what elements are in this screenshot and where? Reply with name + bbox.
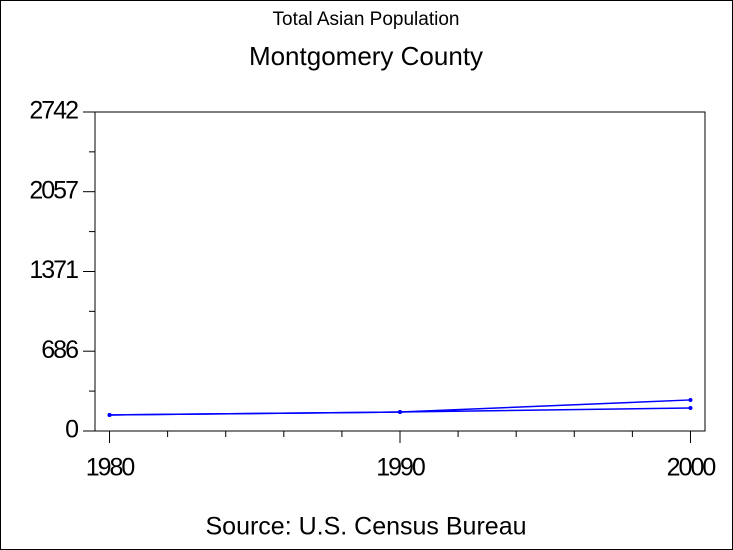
y-tick-label: 686 — [41, 336, 78, 364]
x-tick-label: 1980 — [86, 454, 135, 482]
point — [107, 412, 112, 417]
x-tick-label: 1990 — [376, 454, 425, 482]
point — [688, 405, 693, 410]
point — [688, 397, 693, 402]
y-tick-label: 1371 — [29, 256, 78, 284]
footnote: Source: U.S. Census Bureau — [206, 513, 527, 541]
x-tick-label: 2000 — [667, 454, 716, 482]
chart-subtitle: Montgomery County — [249, 41, 483, 71]
chart-title: Total Asian Population — [273, 9, 460, 30]
y-tick-label: 0 — [65, 416, 78, 444]
plot-frame — [94, 111, 706, 432]
y-tick-label: 2742 — [29, 97, 78, 125]
y-tick-label: 2057 — [29, 176, 78, 204]
point — [398, 410, 402, 415]
